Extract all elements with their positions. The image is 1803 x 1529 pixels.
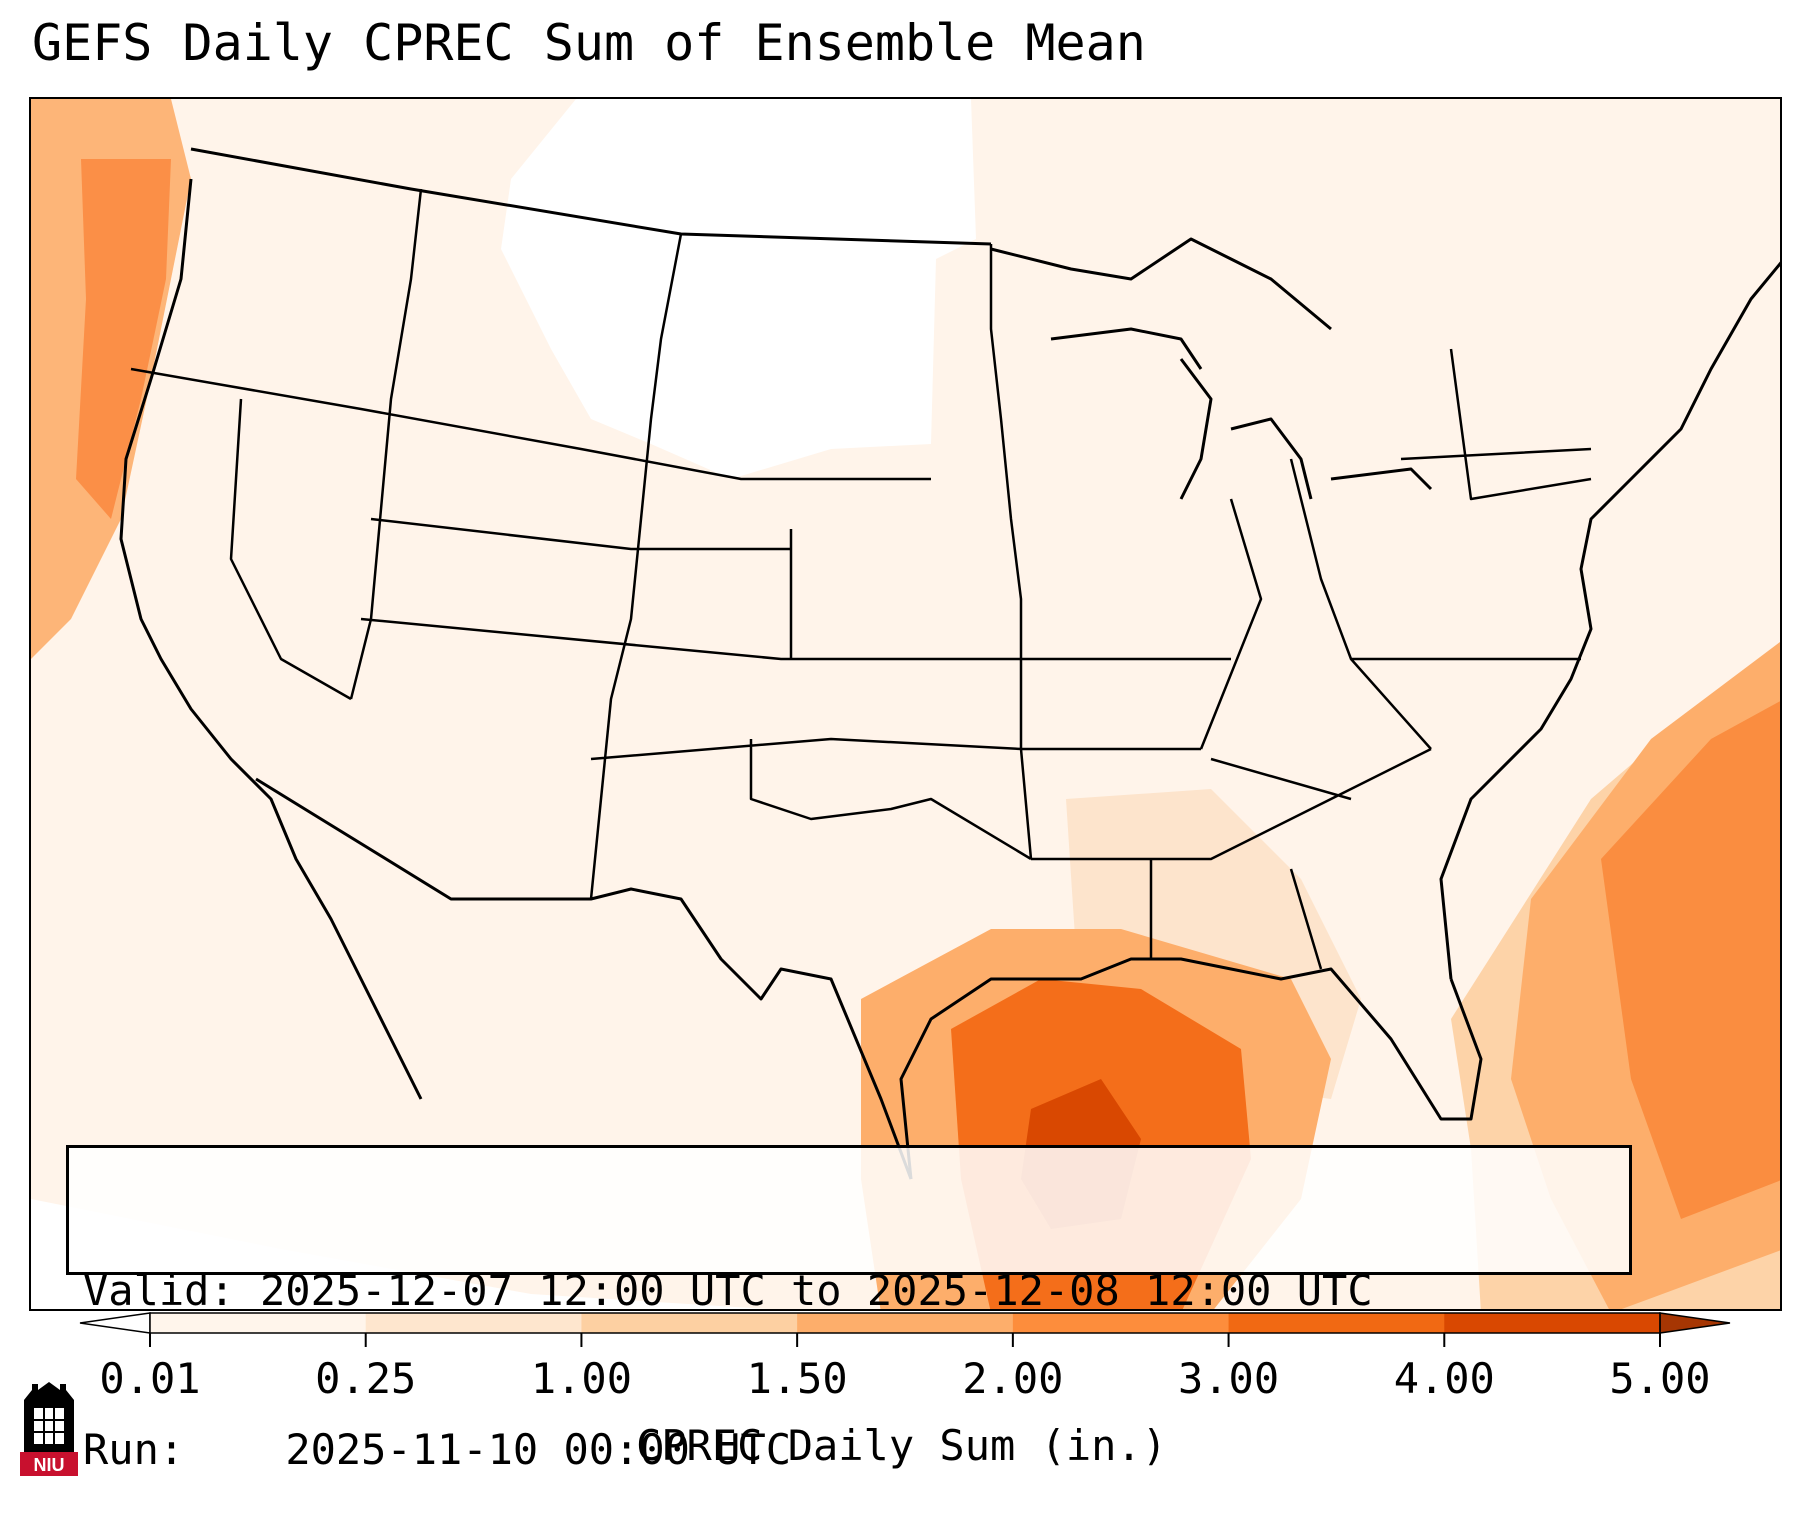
valid-run-infobox: Valid: 2025-12-07 12:00 UTC to 2025-12-0… [66,1145,1632,1474]
map-boundaries [119,147,1780,1180]
colorbar-under-arrow [79,1312,151,1334]
mexico-border [255,777,913,1180]
map-canvas [31,99,1780,1309]
colorbar-ticks [149,1333,1661,1347]
colorbar-swatch [1012,1313,1230,1333]
dry-area-north-plains [501,99,976,479]
colorbar-swatch [1444,1313,1661,1333]
colorbar-tick-label: 0.25 [315,1354,417,1403]
colorbar-swatch [150,1313,367,1333]
atlantic-coastline [1439,261,1780,980]
valid-value: 2025-12-07 12:00 UTC to 2025-12-08 12:00… [260,1266,1373,1315]
logo-window-bars [34,1408,64,1444]
logo-band [20,1452,78,1476]
valid-row: Valid: 2025-12-07 12:00 UTC to 2025-12-0… [83,1264,1615,1317]
colorbar-label: CPREC Daily Sum (in.) [635,1421,1167,1470]
colorbar-swatch [365,1313,582,1333]
colorbar-over-arrow [1659,1312,1731,1334]
colorbar-tick-label: 1.50 [746,1354,848,1403]
colorbar-swatch [1228,1313,1445,1333]
run-value: 2025-11-10 00:00 UTC [285,1425,792,1474]
canada-border-east [990,237,1332,331]
colorbar-swatches [79,1312,1731,1334]
run-label: Run: [83,1425,185,1474]
colorbar-tick-label: 5.00 [1609,1354,1711,1403]
run-row: Run: 2025-11-10 00:00 UTC [83,1423,1615,1476]
gulf-coastline [899,957,1483,1180]
colorbar-tick-label: 1.00 [530,1354,632,1403]
colorbar-outline [149,1312,1661,1334]
colorbar-swatch [797,1313,1014,1333]
colorbar [79,1312,1731,1347]
heavy-band-west-coast [76,159,171,519]
colorbar-tick-label: 4.00 [1393,1354,1495,1403]
dry-area-southern-edge [31,1199,768,1309]
heavy-band-atlantic [1601,701,1780,1219]
niu-logo: NIU [20,1382,78,1476]
great-lakes [1050,327,1433,500]
state-lines [130,188,1592,970]
colorbar-swatch [581,1313,798,1333]
canada-border-west [190,147,992,246]
colorbar-tick-label: 0.01 [99,1354,201,1403]
west-coastline [119,178,423,1100]
logo-window-icon [34,1408,64,1444]
colorbar-tick-label: 3.00 [1177,1354,1280,1403]
map-title: GEFS Daily CPREC Sum of Ensemble Mean [32,14,1146,72]
colorbar-tick-label: 2.00 [962,1354,1064,1403]
valid-label: Valid: [83,1266,235,1315]
precipitation-map [29,97,1782,1311]
logo-text: NIU [34,1455,65,1475]
